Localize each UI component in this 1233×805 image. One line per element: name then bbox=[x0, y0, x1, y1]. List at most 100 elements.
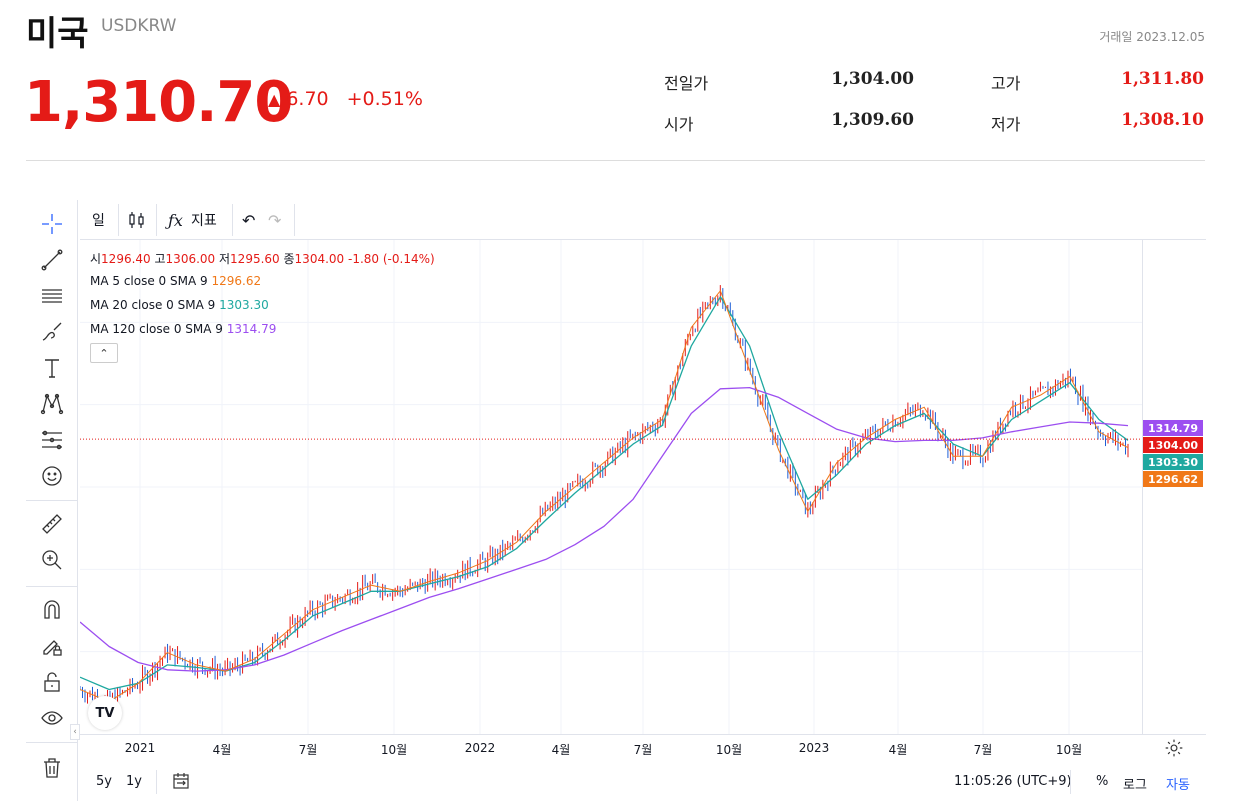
low-value: 1295.60 bbox=[230, 252, 280, 266]
toolbar-divider bbox=[26, 586, 78, 587]
legend-collapse-button[interactable]: ⌃ bbox=[90, 343, 118, 363]
range-5y-button[interactable]: 5y bbox=[96, 774, 112, 789]
current-price: 1,310.70 bbox=[24, 70, 293, 135]
horizontal-lines-icon[interactable] bbox=[38, 282, 66, 310]
high-value: 1306.00 bbox=[165, 252, 216, 266]
stat-label-open: 시가 bbox=[664, 115, 694, 134]
tradingview-logo[interactable]: TV bbox=[88, 696, 122, 730]
toolbar-divider bbox=[26, 500, 78, 501]
stat-value-low: 1,308.10 bbox=[1121, 110, 1204, 130]
change-value: 6.70 bbox=[286, 88, 329, 110]
ma120-line bbox=[80, 386, 1129, 672]
zoom-icon[interactable] bbox=[38, 546, 66, 574]
open-value: 1296.40 bbox=[101, 252, 151, 266]
time-label: 4월 bbox=[888, 743, 908, 757]
unlock-icon[interactable] bbox=[38, 668, 66, 696]
up-triangle-icon: ▲ bbox=[268, 90, 281, 109]
settings-gear-icon[interactable] bbox=[1164, 738, 1184, 758]
symbol-label: USDKRW bbox=[101, 16, 177, 36]
toolbar-divider bbox=[232, 204, 233, 236]
time-label: 4월 bbox=[551, 743, 571, 757]
time-label: 2023 bbox=[798, 741, 830, 755]
low-label: 저 bbox=[219, 252, 231, 266]
close-value: 1304.00 bbox=[294, 252, 345, 266]
ma5-badge: 1296.62 bbox=[1143, 471, 1203, 487]
ma5-label: MA 5 close 0 SMA 9 bbox=[90, 274, 208, 288]
close-label: 종 bbox=[283, 252, 295, 266]
last-price-badge: 1304.00 bbox=[1143, 437, 1203, 453]
ma120-label: MA 120 close 0 SMA 9 bbox=[90, 322, 223, 336]
toolbar-divider bbox=[156, 770, 157, 794]
range-1y-button[interactable]: 1y bbox=[126, 774, 142, 789]
eye-icon[interactable] bbox=[38, 704, 66, 732]
ma20-value: 1303.30 bbox=[219, 298, 269, 312]
high-label: 고 bbox=[154, 252, 166, 266]
undo-icon[interactable]: ↶ bbox=[242, 210, 256, 230]
time-label: 2021 bbox=[124, 741, 156, 755]
magnet-icon[interactable] bbox=[38, 596, 66, 624]
country-title: 미국 bbox=[26, 14, 89, 54]
redo-icon[interactable]: ↷ bbox=[268, 210, 282, 230]
price-change: ▲ 6.70 +0.51% bbox=[268, 88, 423, 110]
ruler-icon[interactable] bbox=[38, 510, 66, 538]
stat-value-open: 1,309.60 bbox=[831, 110, 914, 130]
interval-button[interactable]: 일 bbox=[92, 213, 105, 229]
price-axis[interactable]: 1314.79 1304.00 1303.30 1296.62 bbox=[1142, 240, 1206, 734]
ma20-legend[interactable]: MA 20 close 0 SMA 9 1303.30 bbox=[90, 298, 269, 312]
time-label: 10월 bbox=[715, 743, 743, 757]
change-percent: +0.51% bbox=[346, 88, 423, 110]
trade-date: 거래일 2023.12.05 bbox=[1099, 30, 1205, 44]
time-label: 7월 bbox=[973, 743, 993, 757]
ma20-line bbox=[80, 296, 1129, 691]
ma5-legend[interactable]: MA 5 close 0 SMA 9 1296.62 bbox=[90, 274, 261, 288]
clock-label[interactable]: 11:05:26 (UTC+9) bbox=[954, 774, 1072, 789]
stat-label-low: 저가 bbox=[991, 115, 1021, 134]
ma5-line bbox=[80, 289, 1129, 703]
chart-widget: ‹ 일 ƒx 지표 ↶ ↷ 시1296.40 고1306.00 저1295.60 … bbox=[26, 200, 1206, 801]
trash-icon[interactable] bbox=[38, 754, 66, 782]
trend-line-icon[interactable] bbox=[38, 246, 66, 274]
emoji-icon[interactable] bbox=[38, 462, 66, 490]
log-toggle[interactable]: 로그 bbox=[1123, 778, 1147, 793]
prediction-icon[interactable] bbox=[38, 426, 66, 454]
function-icon: ƒx bbox=[168, 210, 183, 230]
toolbar-divider bbox=[1070, 770, 1071, 794]
percent-toggle[interactable]: % bbox=[1096, 774, 1109, 789]
toolbar-divider bbox=[26, 742, 78, 743]
stat-value-high: 1,311.80 bbox=[1121, 69, 1204, 89]
time-label: 7월 bbox=[633, 743, 653, 757]
header-divider bbox=[26, 160, 1205, 161]
text-icon[interactable] bbox=[38, 354, 66, 382]
time-label: 10월 bbox=[1055, 743, 1083, 757]
ma120-badge: 1314.79 bbox=[1143, 420, 1203, 436]
time-label: 4월 bbox=[212, 743, 232, 757]
indicators-label: 지표 bbox=[190, 213, 217, 229]
collapse-toolbar-button[interactable]: ‹ bbox=[70, 724, 80, 740]
ma120-value: 1314.79 bbox=[226, 322, 277, 336]
crosshair-icon[interactable] bbox=[38, 210, 66, 238]
time-label: 2022 bbox=[464, 741, 496, 755]
ma20-label: MA 20 close 0 SMA 9 bbox=[90, 298, 216, 312]
stat-value-prev-close: 1,304.00 bbox=[831, 69, 914, 89]
toolbar-divider bbox=[118, 204, 119, 236]
ma20-badge: 1303.30 bbox=[1143, 454, 1203, 470]
candle-style-icon[interactable] bbox=[128, 206, 146, 234]
chart-top-toolbar: 일 ƒx 지표 ↶ ↷ bbox=[80, 200, 1206, 240]
indicators-button[interactable]: ƒx 지표 bbox=[168, 206, 217, 234]
stat-label-high: 고가 bbox=[991, 74, 1021, 93]
time-axis[interactable]: 2021 4월 7월 10월 2022 4월 7월 10월 2023 4월 7월… bbox=[80, 734, 1206, 760]
toolbar-divider bbox=[156, 204, 157, 236]
ma5-value: 1296.62 bbox=[211, 274, 262, 288]
lock-drawing-icon[interactable] bbox=[38, 632, 66, 660]
auto-toggle[interactable]: 자동 bbox=[1166, 778, 1190, 793]
date-range-icon[interactable] bbox=[172, 772, 190, 794]
brush-icon[interactable] bbox=[38, 318, 66, 346]
price-plot[interactable] bbox=[80, 240, 1142, 734]
stat-label-prev-close: 전일가 bbox=[664, 74, 709, 93]
drawing-toolbar bbox=[26, 200, 78, 801]
pattern-icon[interactable] bbox=[38, 390, 66, 418]
ohlc-legend: 시1296.40 고1306.00 저1295.60 종1304.00 -1.8… bbox=[90, 250, 435, 267]
time-label: 10월 bbox=[380, 743, 408, 757]
ma120-legend[interactable]: MA 120 close 0 SMA 9 1314.79 bbox=[90, 322, 276, 336]
open-label: 시 bbox=[90, 252, 102, 266]
